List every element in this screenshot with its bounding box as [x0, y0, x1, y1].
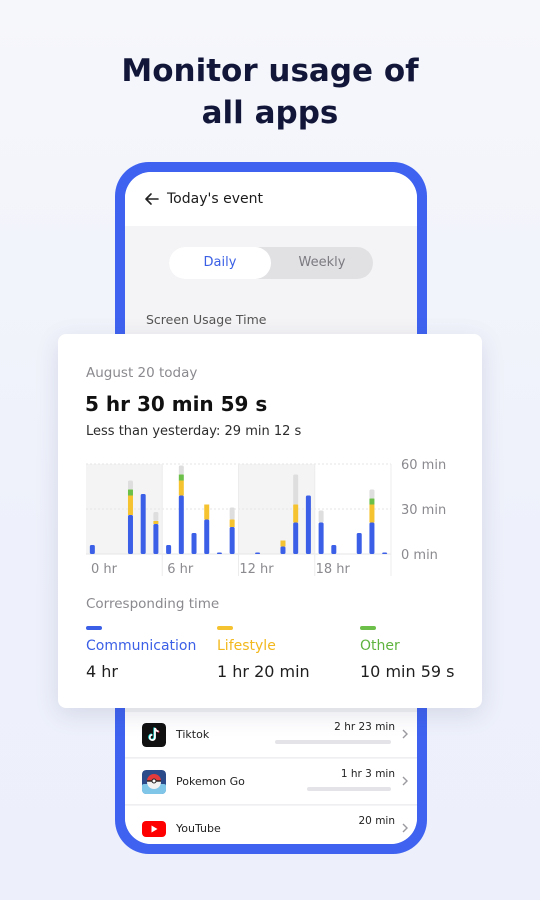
chart-bar-segment [204, 504, 210, 520]
app-row-youtube[interactable]: YouTube 20 min [125, 806, 417, 844]
app-name: Pokemon Go [176, 775, 245, 788]
headline-line-1: Monitor usage of [121, 53, 419, 89]
communication-legend-line [86, 626, 102, 630]
arrow-left-icon[interactable] [143, 190, 161, 208]
lifestyle-legend-line [217, 626, 233, 630]
chart-bar-segment [356, 533, 362, 554]
category-name: Other [360, 638, 400, 654]
chart-bar-segment [178, 474, 184, 481]
chart-bar-segment [127, 480, 133, 490]
chart-bar-segment [331, 545, 337, 554]
chart-y-tick-label: 60 min [401, 458, 446, 473]
chart-bar-segment [293, 504, 299, 523]
page-title: Today's event [167, 191, 263, 207]
chart-bar-segment [305, 495, 311, 554]
chart-bar-segment [89, 545, 95, 554]
chart-bar-segment [204, 519, 210, 554]
hourly-usage-chart: 0 hr 6 hr 12 hr 18 hr 0 min 30 min 60 min [86, 458, 446, 577]
category-name: Lifestyle [217, 638, 276, 654]
headline-line-2: all apps [201, 95, 339, 131]
category-communication: Communication 4 hr [86, 626, 196, 681]
chart-bar-segment [229, 519, 235, 527]
chart-x-tick-label: 0 hr [91, 562, 118, 577]
chevron-right-icon [402, 729, 408, 739]
other-legend-line [360, 626, 376, 630]
chart-bar-segment [293, 522, 299, 554]
tiktok-icon [142, 723, 166, 747]
chart-x-tick-label: 18 hr [316, 562, 351, 577]
chart-bar-segment [318, 510, 324, 523]
chart-bar-segment [191, 533, 197, 554]
chevron-right-icon [402, 823, 408, 833]
top-bar: Today's event [125, 172, 417, 226]
chart-bar-segment [280, 540, 286, 547]
chart-y-tick-label: 30 min [401, 503, 446, 518]
chart-bar-segment [153, 524, 159, 554]
category-value: 1 hr 20 min [217, 662, 310, 681]
period-toggle: Daily Weekly [169, 247, 373, 279]
chart-bar-segment [255, 552, 261, 554]
chart-bar-segment [178, 465, 184, 475]
chart-bar-segment [369, 504, 375, 523]
chevron-right-icon [402, 776, 408, 786]
chart-bar-segment [216, 552, 222, 554]
chart-bar-segment [369, 489, 375, 499]
app-list: Tiktok 2 hr 23 min Pokemon Go 1 hr 3 min [125, 712, 417, 844]
app-time: 2 hr 23 min [334, 721, 395, 733]
chart-bar-segment [127, 515, 133, 554]
chart-x-tick-label: 6 hr [167, 562, 194, 577]
usage-summary-card: August 20 today 5 hr 30 min 59 s Less th… [58, 334, 482, 708]
pokemon-go-icon [142, 770, 166, 794]
category-value: 10 min 59 s [360, 662, 455, 681]
app-name: Tiktok [176, 728, 210, 741]
chart-y-tick-label: 0 min [401, 548, 438, 563]
chart-bar-segment [178, 480, 184, 496]
app-row-tiktok[interactable]: Tiktok 2 hr 23 min [125, 712, 417, 758]
chart-bar-segment [229, 527, 235, 554]
app-usage-bar [307, 787, 391, 791]
chart-bar-segment [318, 522, 324, 554]
app-name: YouTube [176, 822, 221, 835]
chart-bar-segment [127, 495, 133, 515]
app-usage-bar [275, 740, 391, 744]
chart-bar-segment [293, 474, 299, 505]
chart-bar-segment [229, 507, 235, 520]
chart-bar-segment [166, 545, 172, 554]
chart-x-tick-label: 12 hr [239, 562, 274, 577]
category-lifestyle: Lifestyle 1 hr 20 min [217, 626, 310, 681]
chart-bar-segment [280, 546, 286, 554]
chart-bar-segment [178, 495, 184, 554]
total-usage: 5 hr 30 min 59 s [85, 392, 268, 416]
category-other: Other 10 min 59 s [360, 626, 454, 681]
tab-weekly[interactable]: Weekly [298, 255, 346, 270]
chart-bar-segment [382, 552, 388, 554]
app-time: 1 hr 3 min [340, 768, 395, 780]
chart-bar-segment [153, 512, 159, 521]
category-name: Communication [86, 638, 197, 654]
chart-bar-segment [369, 498, 375, 505]
summary-date: August 20 today [86, 365, 198, 381]
chart-bar-segment [127, 489, 133, 496]
chart-bar-segment [153, 521, 159, 524]
headline: Monitor usage of all apps [0, 50, 540, 134]
youtube-icon [142, 821, 166, 837]
corresponding-time-label: Corresponding time [86, 596, 220, 612]
screen-usage-label: Screen Usage Time [146, 312, 267, 327]
tab-daily[interactable]: Daily [169, 247, 271, 279]
category-value: 4 hr [86, 662, 118, 681]
app-row-pokemon-go[interactable]: Pokemon Go 1 hr 3 min [125, 759, 417, 805]
comparison-text: Less than yesterday: 29 min 12 s [86, 424, 302, 439]
app-time: 20 min [358, 815, 396, 827]
chart-bar-segment [369, 522, 375, 554]
chart-bar-segment [140, 494, 146, 554]
